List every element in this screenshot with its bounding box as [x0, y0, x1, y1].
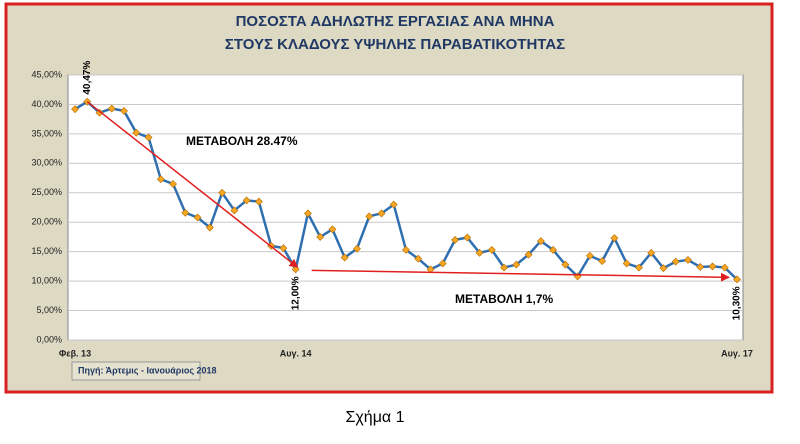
chart-title: ΠΟΣΟΣΤΑ ΑΔΗΛΩΤΗΣ ΕΡΓΑΣΙΑΣ ΑΝΑ ΜΗΝΑ — [236, 13, 555, 30]
marker — [733, 275, 741, 284]
marker — [120, 106, 128, 115]
chart-title: ΣΤΟΥΣ ΚΛΑΔΟΥΣ ΥΨΗΛΗΣ ΠΑΡΑΒΑΤΙΚΟΤΗΤΑΣ — [225, 36, 565, 53]
y-tick-label: 15,00% — [31, 246, 62, 256]
marker — [598, 257, 607, 266]
marker — [451, 235, 459, 244]
marker — [340, 253, 349, 262]
y-tick-label: 30,00% — [31, 158, 62, 168]
marker — [512, 260, 521, 269]
data-label: 40,47% — [82, 61, 93, 95]
marker — [610, 234, 619, 243]
plot-area — [67, 74, 744, 341]
marker — [156, 175, 165, 184]
marker — [622, 259, 631, 268]
x-tick-label: Φεβ. 13 — [59, 348, 91, 358]
marker — [475, 248, 484, 257]
marker — [144, 133, 153, 142]
annotation: ΜΕΤΑΒΟΛΗ 1,7% — [455, 292, 553, 306]
y-tick-label: 5,00% — [36, 305, 62, 315]
data-label: 10,30% — [732, 286, 743, 320]
annotation: ΜΕΤΑΒΟΛΗ 28.47% — [186, 134, 298, 148]
marker — [328, 225, 337, 234]
marker — [107, 104, 116, 113]
marker — [193, 213, 202, 222]
marker — [254, 197, 263, 206]
source-box — [71, 361, 201, 381]
marker — [671, 257, 680, 266]
marker — [304, 209, 312, 218]
marker — [536, 237, 545, 245]
y-tick-label: 40,00% — [31, 99, 62, 109]
marker — [524, 250, 533, 259]
y-tick-label: 0,00% — [36, 334, 62, 344]
marker — [500, 263, 508, 272]
marker — [205, 223, 214, 232]
marker — [71, 105, 79, 114]
marker — [720, 263, 729, 272]
marker — [684, 255, 692, 264]
data-label: 12,00% — [290, 276, 301, 310]
marker — [181, 208, 190, 217]
arrow — [86, 101, 299, 268]
marker — [708, 262, 717, 271]
marker — [635, 263, 643, 272]
x-tick-label: Αυγ. 17 — [721, 348, 753, 358]
marker — [585, 251, 594, 260]
x-tick-label: Αυγ. 14 — [280, 348, 312, 358]
marker — [647, 248, 656, 257]
marker — [353, 244, 361, 253]
source: Πηγή: Άρτεμις - Ιανουάριος 2018 — [78, 365, 217, 375]
caption: Σχήμα 1 — [346, 409, 405, 426]
marker — [549, 245, 558, 254]
marker — [316, 233, 325, 241]
marker — [414, 254, 423, 263]
marker — [696, 263, 705, 271]
marker — [377, 209, 386, 218]
y-tick-label: 20,00% — [31, 217, 62, 227]
marker — [438, 259, 447, 268]
marker — [561, 260, 570, 269]
y-tick-label: 45,00% — [31, 69, 62, 79]
marker — [95, 108, 104, 117]
marker — [365, 212, 374, 221]
marker — [169, 180, 177, 188]
marker — [389, 200, 398, 209]
marker — [242, 196, 251, 205]
marker — [463, 233, 472, 242]
marker — [132, 128, 141, 137]
y-tick-label: 10,00% — [31, 275, 62, 285]
arrow — [311, 269, 730, 282]
marker — [279, 244, 288, 253]
marker — [218, 188, 227, 197]
marker — [402, 245, 410, 254]
marker — [230, 206, 239, 215]
y-tick-label: 25,00% — [31, 187, 62, 197]
y-tick-label: 35,00% — [31, 128, 62, 138]
marker — [659, 264, 668, 273]
marker — [487, 245, 496, 254]
